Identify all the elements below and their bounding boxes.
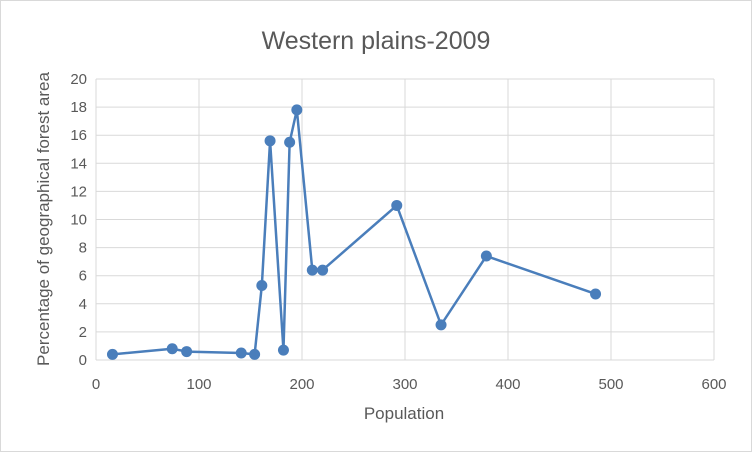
x-axis-label: Population bbox=[364, 404, 444, 423]
data-point bbox=[166, 343, 178, 355]
y-tick-label: 20 bbox=[70, 71, 87, 88]
x-tick-label: 0 bbox=[92, 376, 100, 393]
x-tick-label: 100 bbox=[186, 376, 211, 393]
x-tick-label: 600 bbox=[701, 376, 726, 393]
data-point bbox=[590, 288, 602, 300]
data-point bbox=[435, 319, 447, 331]
x-tick-label: 500 bbox=[598, 376, 623, 393]
chart-title: Western plains-2009 bbox=[262, 27, 491, 55]
x-axis-ticks: 0 100 200 300 400 500 600 bbox=[92, 376, 727, 393]
data-point bbox=[264, 135, 276, 147]
y-axis-label: Percentage of geographical forest area bbox=[34, 72, 53, 366]
x-tick-label: 400 bbox=[495, 376, 520, 393]
data-point bbox=[284, 136, 296, 148]
y-tick-label: 8 bbox=[79, 240, 87, 257]
data-point bbox=[291, 104, 303, 116]
data-point bbox=[181, 346, 193, 358]
data-point bbox=[480, 250, 492, 262]
y-axis-ticks: 0 2 4 6 8 10 12 14 16 18 20 bbox=[70, 71, 87, 369]
data-point bbox=[235, 347, 247, 359]
y-tick-label: 16 bbox=[70, 127, 87, 144]
data-point bbox=[277, 344, 289, 356]
data-point bbox=[391, 199, 403, 211]
y-tick-label: 2 bbox=[79, 324, 87, 341]
y-tick-label: 12 bbox=[70, 183, 87, 200]
data-point bbox=[106, 348, 118, 360]
data-point bbox=[256, 280, 268, 292]
y-tick-label: 6 bbox=[79, 268, 87, 285]
data-series bbox=[106, 104, 602, 360]
y-tick-label: 4 bbox=[79, 296, 87, 313]
y-tick-label: 0 bbox=[79, 352, 87, 369]
x-tick-label: 200 bbox=[289, 376, 314, 393]
series-line bbox=[112, 108, 596, 356]
x-tick-label: 300 bbox=[392, 376, 417, 393]
y-tick-label: 10 bbox=[70, 212, 87, 229]
data-point bbox=[306, 264, 318, 276]
y-tick-label: 14 bbox=[70, 155, 87, 172]
data-point bbox=[249, 348, 261, 360]
y-tick-label: 18 bbox=[70, 99, 87, 116]
data-point bbox=[317, 264, 329, 276]
gridlines bbox=[95, 78, 715, 361]
